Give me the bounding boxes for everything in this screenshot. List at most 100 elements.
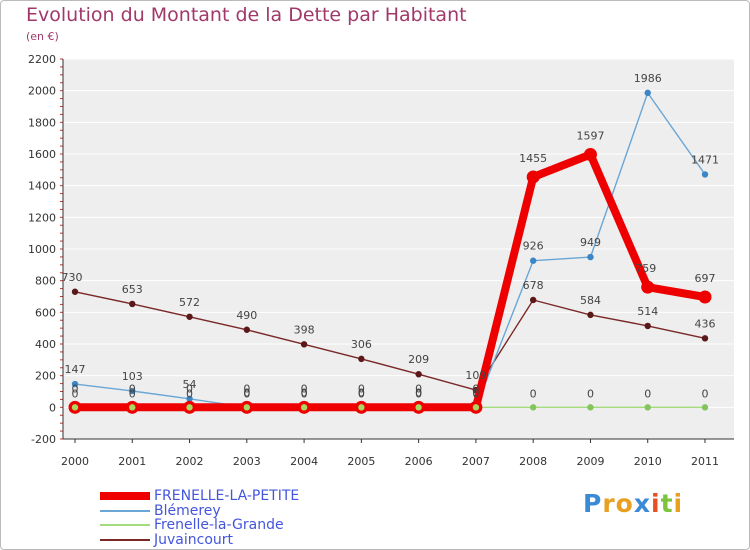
y-tick-label: 0 — [49, 401, 56, 414]
data-label-frenelle-la-grande: 0 — [530, 387, 537, 400]
data-label-frenelle-la-petite: 759 — [635, 262, 656, 275]
logo-letter: i — [673, 489, 684, 518]
data-label-bl-merey: 0 — [358, 386, 365, 399]
data-point-frenelle-la-petite — [583, 147, 597, 161]
data-point-frenelle-la-grande — [644, 404, 651, 411]
data-label-juvaincourt: 436 — [695, 317, 716, 330]
data-label-frenelle-la-grande: 0 — [644, 387, 651, 400]
data-label-frenelle-la-grande: 0 — [129, 387, 136, 400]
x-tick-label: 2000 — [61, 455, 89, 468]
data-label-frenelle-la-grande: 0 — [472, 387, 479, 400]
data-label-juvaincourt: 209 — [408, 353, 429, 366]
legend-label: Frenelle-la-Grande — [154, 517, 284, 533]
x-tick-label: 2002 — [176, 455, 204, 468]
data-label-juvaincourt: 653 — [122, 283, 143, 296]
data-label-frenelle-la-petite: 0 — [301, 382, 308, 395]
data-label-bl-merey: 0 — [472, 386, 479, 399]
data-label-bl-merey: 147 — [65, 363, 86, 376]
series-line-juvaincourt — [74, 291, 706, 391]
data-point-bl-merey — [529, 257, 537, 264]
data-label-bl-merey: 1471 — [691, 153, 719, 166]
chart-subtitle: (en €) — [26, 30, 59, 43]
data-label-frenelle-la-petite: 1455 — [519, 152, 547, 165]
data-label-juvaincourt: 678 — [523, 279, 544, 292]
legend-label: Juvaincourt — [154, 531, 234, 548]
y-tick-label: 600 — [35, 306, 56, 319]
y-tick-label: 800 — [35, 275, 56, 288]
data-point-inner-frenelle-la-petite — [472, 404, 480, 411]
x-tick-label: 2011 — [691, 455, 719, 468]
y-tick-label: 1400 — [28, 180, 56, 193]
y-tick-label: 1800 — [28, 116, 56, 129]
data-point-bl-merey — [587, 253, 594, 261]
logo-letter: r — [602, 489, 616, 518]
data-point-juvaincourt — [129, 300, 136, 308]
logo-letter: i — [651, 489, 661, 518]
data-label-bl-merey: 0 — [301, 386, 308, 399]
data-label-frenelle-la-petite: 0 — [472, 382, 479, 395]
y-tick-label: 1000 — [28, 243, 56, 256]
data-label-frenelle-la-petite: 0 — [129, 382, 136, 395]
legend-label: FRENELLE-LA-PETITE — [154, 488, 300, 504]
data-label-bl-merey: 1986 — [634, 72, 662, 85]
data-label-frenelle-la-grande: 0 — [415, 387, 422, 400]
data-point-bl-merey — [644, 89, 651, 97]
data-point-frenelle-la-petite — [641, 280, 655, 294]
legend-swatch — [100, 524, 150, 526]
y-tick-label: -200 — [31, 433, 56, 446]
y-tick-label: 2000 — [28, 85, 56, 98]
data-point-juvaincourt — [587, 311, 594, 319]
x-tick-label: 2009 — [576, 455, 604, 468]
legend-item-frenelle-la-petite: FRENELLE-LA-PETITE — [100, 489, 299, 503]
data-point-inner-frenelle-la-petite — [358, 404, 365, 411]
data-label-frenelle-la-grande: 0 — [186, 387, 193, 400]
data-point-bl-merey — [186, 395, 193, 402]
data-label-frenelle-la-grande: 0 — [587, 387, 594, 400]
data-point-inner-frenelle-la-petite — [71, 404, 79, 411]
data-label-frenelle-la-grande: 0 — [72, 387, 79, 400]
data-point-frenelle-la-petite — [526, 170, 540, 184]
data-point-juvaincourt — [71, 288, 79, 295]
data-label-bl-merey: 103 — [122, 370, 143, 383]
x-tick-label: 2004 — [290, 455, 318, 468]
data-label-bl-merey: 0 — [415, 386, 422, 399]
data-point-juvaincourt — [529, 296, 537, 304]
data-label-frenelle-la-petite: 697 — [695, 272, 716, 285]
y-tick-label: 200 — [35, 370, 56, 383]
data-label-juvaincourt: 584 — [580, 294, 601, 307]
data-point-inner-frenelle-la-petite — [300, 404, 308, 411]
data-point-juvaincourt — [186, 313, 193, 320]
data-point-inner-frenelle-la-petite — [129, 404, 136, 411]
legend-item-bl-merey: Blémerey — [100, 504, 221, 518]
data-point-juvaincourt — [701, 335, 709, 342]
logo-letter: t — [660, 489, 674, 518]
data-point-frenelle-la-petite — [698, 290, 712, 304]
data-label-frenelle-la-grande: 0 — [243, 387, 250, 400]
data-point-bl-merey — [71, 380, 79, 388]
x-tick-label: 2003 — [233, 455, 261, 468]
data-label-juvaincourt: 109 — [465, 369, 486, 382]
x-tick-label: 2007 — [462, 455, 490, 468]
data-label-bl-merey: 54 — [183, 378, 197, 391]
legend-item-frenelle-la-grande: Frenelle-la-Grande — [100, 518, 284, 532]
data-label-frenelle-la-grande: 0 — [358, 387, 365, 400]
data-label-juvaincourt: 572 — [179, 296, 200, 309]
data-point-bl-merey — [701, 171, 709, 178]
y-tick-label: 400 — [35, 338, 56, 351]
data-label-frenelle-la-grande: 0 — [702, 387, 709, 400]
data-point-frenelle-la-grande — [701, 404, 709, 411]
data-point-juvaincourt — [358, 355, 365, 363]
x-tick-label: 2010 — [634, 455, 662, 468]
data-point-juvaincourt — [415, 371, 422, 378]
series-line-frenelle-la-petite — [71, 150, 709, 412]
logo-letter: o — [615, 489, 634, 518]
chart-title: Evolution du Montant de la Dette par Hab… — [26, 4, 467, 26]
legend-label: Blémerey — [154, 502, 221, 519]
data-label-juvaincourt: 398 — [294, 323, 315, 336]
data-label-frenelle-la-petite: 0 — [415, 382, 422, 395]
legend-item-juvaincourt: Juvaincourt — [100, 533, 233, 547]
logo-letter: x — [633, 489, 651, 518]
legend-swatch — [100, 509, 150, 512]
legend-swatch — [100, 538, 150, 541]
